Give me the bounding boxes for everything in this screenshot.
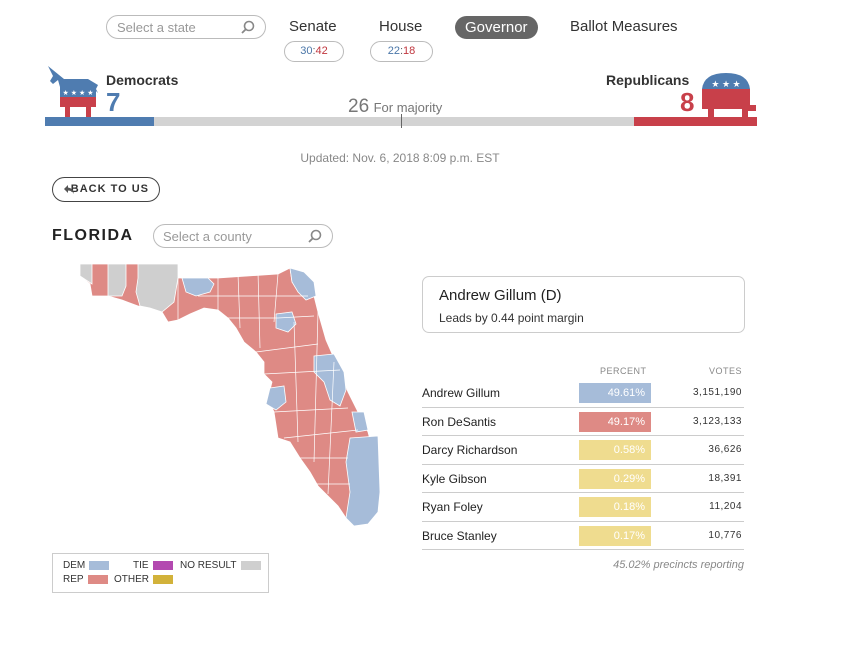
candidate-percent: 0.29% <box>579 468 651 489</box>
senate-pill-separator: : <box>312 45 316 57</box>
leader-name: Andrew Gillum (D) <box>439 287 562 304</box>
candidate-votes: 36,626 <box>708 444 742 455</box>
tab-senate[interactable]: Senate <box>289 18 337 35</box>
legend-no-result-swatch <box>240 561 261 570</box>
candidate-name: Ryan Foley <box>422 500 483 514</box>
table-row: Bruce Stanley 0.17% 10,776 <box>422 522 744 550</box>
majority-indicator: 26 For majority <box>348 96 442 118</box>
legend-dem: DEM <box>63 560 110 571</box>
democrats-label: Democrats <box>106 72 179 88</box>
balance-of-power-bar <box>45 114 757 128</box>
majority-tick <box>401 114 402 128</box>
democrats-count: 7 <box>106 87 121 117</box>
rep-seats-bar <box>634 117 757 126</box>
candidate-votes: 3,151,190 <box>693 387 742 398</box>
florida-county-map[interactable] <box>78 262 383 530</box>
candidate-percent: 0.17% <box>579 525 651 546</box>
dem-seats-bar <box>45 117 154 126</box>
legend-dem-label: DEM <box>63 560 86 571</box>
house-dem-count: 22 <box>387 45 400 57</box>
svg-text:★ ★ ★: ★ ★ ★ <box>711 79 740 89</box>
republicans-label: Republicans <box>606 72 690 88</box>
county-search[interactable] <box>153 224 333 248</box>
candidate-votes: 11,204 <box>709 501 742 512</box>
legend-dem-swatch <box>89 561 110 570</box>
tab-house[interactable]: House <box>379 18 423 35</box>
search-icon[interactable] <box>308 229 322 243</box>
back-arrow-icon <box>64 185 74 194</box>
legend-rep: REP <box>63 574 108 585</box>
majority-number: 26 <box>348 96 370 117</box>
candidate-votes: 18,391 <box>708 472 742 484</box>
leader-margin: Leads by 0.44 point margin <box>439 311 584 325</box>
state-title: FLORIDA <box>52 227 134 244</box>
candidate-votes: 3,123,133 <box>693 415 742 427</box>
candidate-name: Kyle Gibson <box>422 471 487 486</box>
state-search[interactable] <box>106 15 266 39</box>
tab-ballot-measures[interactable]: Ballot Measures <box>570 18 678 35</box>
legend-tie-label: TIE <box>133 560 149 571</box>
republican-elephant-icon: ★ ★ ★ <box>702 73 756 117</box>
search-icon[interactable] <box>241 20 255 34</box>
candidate-votes: 10,776 <box>708 529 742 541</box>
table-row: Darcy Richardson 0.58% 36,626 <box>422 436 744 465</box>
back-button-label: BACK TO US <box>70 183 149 195</box>
candidate-percent: 49.17% <box>579 411 651 432</box>
senate-count-pill: 30:42 <box>284 41 344 62</box>
senate-dem-count: 30 <box>300 45 313 57</box>
votes-column-header: VOTES <box>709 366 743 376</box>
house-count-pill: 22:18 <box>370 41 433 62</box>
legend-other: OTHER <box>114 574 173 585</box>
back-to-us-button[interactable]: BACK TO US <box>52 177 160 202</box>
legend-other-label: OTHER <box>114 574 149 585</box>
map-legend: DEM TIE NO RESULT REP OTHER <box>52 553 269 593</box>
candidate-percent: 49.61% <box>579 383 651 403</box>
legend-tie-swatch <box>152 561 173 570</box>
table-row: Ryan Foley 0.18% 11,204 <box>422 493 744 522</box>
table-row: Kyle Gibson 0.29% 18,391 <box>422 465 744 493</box>
leader-summary-card: Andrew Gillum (D) Leads by 0.44 point ma… <box>422 276 745 333</box>
legend-rep-label: REP <box>63 574 84 585</box>
legend-rep-swatch <box>87 575 108 584</box>
state-search-input[interactable] <box>117 16 242 38</box>
candidate-name: Ron DeSantis <box>422 414 497 429</box>
legend-other-swatch <box>153 575 173 584</box>
candidate-name: Darcy Richardson <box>422 443 518 457</box>
legend-no-result-label: NO RESULT <box>180 560 237 571</box>
precincts-reporting: 45.02% precincts reporting <box>613 559 744 571</box>
percent-column-header: PERCENT <box>600 366 647 376</box>
candidate-name: Andrew Gillum <box>422 386 501 400</box>
democrat-donkey-icon: ★ ★ ★ ★ <box>48 66 98 117</box>
republicans-count: 8 <box>680 87 695 117</box>
house-rep-count: 18 <box>403 45 416 57</box>
candidate-percent: 0.18% <box>579 497 651 517</box>
house-pill-separator: : <box>399 45 404 57</box>
table-row: Andrew Gillum 49.61% 3,151,190 <box>422 379 744 408</box>
updated-timestamp: Updated: Nov. 6, 2018 8:09 p.m. EST <box>300 151 500 165</box>
senate-rep-count: 42 <box>315 45 328 57</box>
county-search-input[interactable] <box>163 225 303 247</box>
table-row: Ron DeSantis 49.17% 3,123,133 <box>422 408 744 436</box>
majority-text: For majority <box>373 100 443 115</box>
legend-tie: TIE <box>133 560 173 571</box>
results-table: Andrew Gillum 49.61% 3,151,190 Ron DeSan… <box>422 379 744 550</box>
svg-text:★ ★ ★ ★: ★ ★ ★ ★ <box>63 89 94 97</box>
legend-no-result: NO RESULT <box>180 560 261 571</box>
tab-governor[interactable]: Governor <box>455 16 538 39</box>
candidate-percent: 0.58% <box>579 440 651 460</box>
candidate-name: Bruce Stanley <box>422 528 497 543</box>
